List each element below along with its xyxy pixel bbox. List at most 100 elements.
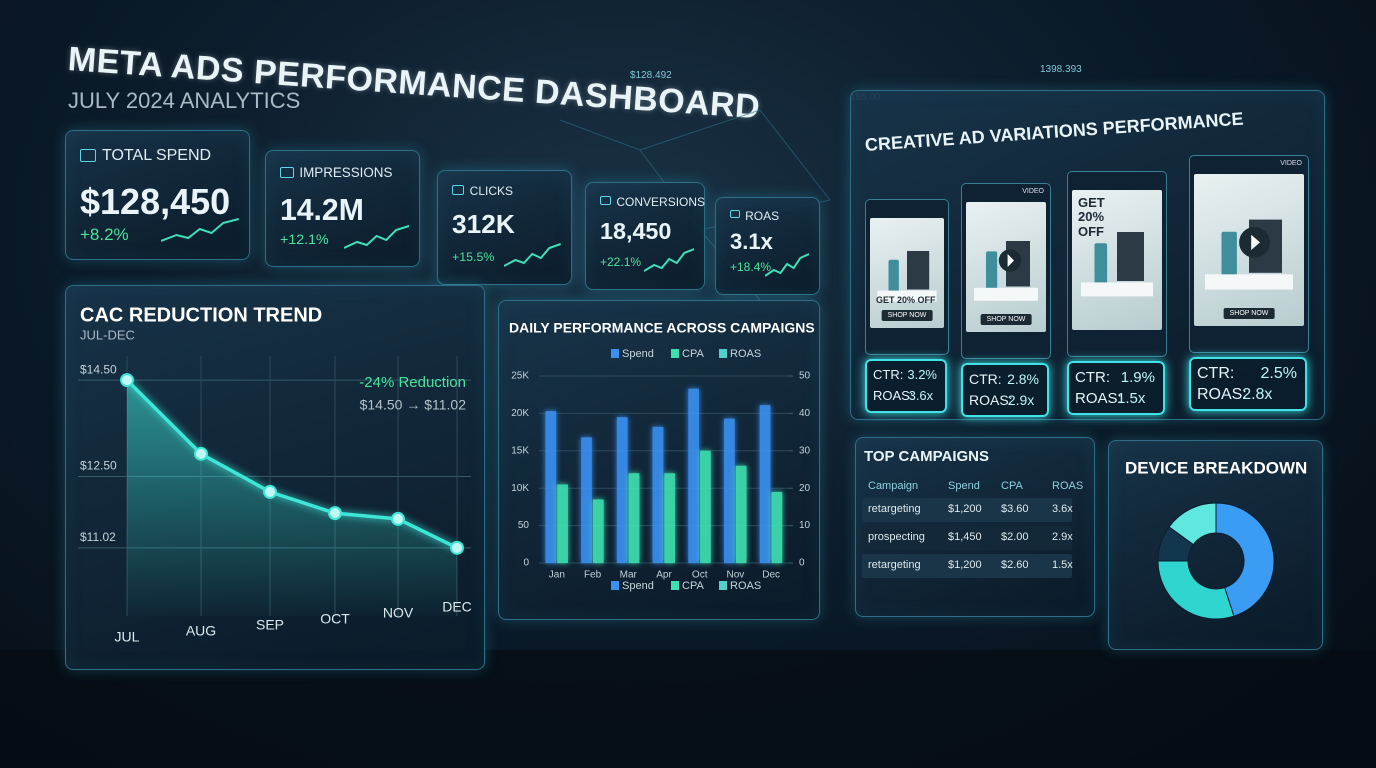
legend-label: Spend	[622, 580, 654, 592]
sparkline-line	[343, 225, 409, 249]
legend-swatch	[671, 581, 679, 590]
legend-label: CPA	[682, 348, 704, 360]
kpi-value: 14.2M	[280, 193, 364, 227]
table-row	[862, 526, 1072, 550]
chart-title: CAC REDUCTION TREND	[80, 304, 322, 326]
kpi-label: CLICKS	[469, 183, 514, 198]
table-header: CPA	[1001, 480, 1023, 492]
pedestal	[974, 287, 1038, 301]
y2-tick-label: 40	[799, 408, 811, 419]
kpi-label: CONVERSIONS	[616, 194, 706, 209]
y2-tick-label: 20	[799, 483, 811, 494]
kpi-icon	[80, 149, 96, 162]
x-tick-label: Mar	[620, 570, 638, 581]
y-tick-label: 20K	[511, 408, 529, 419]
pedestal	[1081, 282, 1153, 297]
ad-card: SHOP NOW VIDEO	[961, 183, 1051, 359]
network-line	[759, 109, 831, 201]
metric-box: CTR: 3.2% ROAS: 3.6x	[865, 359, 947, 413]
metric-label: ROAS:	[1197, 386, 1247, 403]
y2-tick-label: 50	[799, 371, 811, 382]
metric-label: ROAS:	[1075, 390, 1122, 407]
table-row	[862, 554, 1072, 578]
x-tick-label: Apr	[656, 570, 672, 581]
product-illustration	[1081, 232, 1153, 297]
kpi-card: ROAS 3.1x +18.4%	[715, 197, 820, 295]
table-row	[862, 498, 1072, 522]
legend-label: Spend	[622, 348, 654, 360]
chart-title: DEVICE BREAKDOWN	[1125, 458, 1307, 477]
metric-value: 2.8%	[1007, 371, 1039, 387]
bar	[557, 484, 568, 563]
ad-image: SHOP NOW	[966, 202, 1046, 332]
kpi-value: 18,450	[600, 217, 672, 244]
kpi-card: CONVERSIONS 18,450 +22.1%	[585, 182, 705, 290]
ad-card: GET 20% OFF	[1067, 171, 1167, 357]
table-cell: retargeting	[868, 559, 921, 571]
metric-box: CTR: 2.8% ROAS: 2.9x	[961, 363, 1049, 417]
bar	[628, 473, 640, 563]
metric-value: 2.8x	[1242, 386, 1273, 403]
bar	[616, 417, 628, 563]
x-tick-label: JUL	[115, 629, 140, 645]
ad-image: GET 20% OFF SHOP NOW	[870, 218, 944, 328]
chart-canvas: DAILY PERFORMANCE ACROSS CAMPAIGNS 0 50 10K…	[509, 320, 815, 592]
table-cell: $1,450	[948, 531, 982, 543]
annotation: -24% Reduction	[359, 374, 466, 391]
donut-slice	[1215, 502, 1275, 617]
bar	[771, 491, 783, 563]
data-point	[391, 511, 405, 526]
table-cell: $2.60	[1001, 559, 1029, 571]
sparkline	[161, 218, 239, 242]
legend-label: CPA	[682, 580, 704, 592]
bar	[545, 411, 557, 563]
metric-value: 2.9x	[1007, 392, 1035, 408]
network-line	[559, 119, 641, 151]
kpi-value: 312K	[452, 209, 515, 240]
y-tick-label: 0	[523, 558, 529, 569]
sparkline-line	[161, 218, 239, 242]
pedestal	[1205, 274, 1293, 290]
sparkline	[764, 253, 809, 277]
sparkline-line	[643, 248, 694, 272]
ad-image: GET 20% OFF	[1072, 190, 1162, 330]
table-cell: 1.5x	[1052, 559, 1073, 571]
daily-panel: DAILY PERFORMANCE ACROSS CAMPAIGNS 0 50 10K…	[498, 300, 820, 620]
x-tick-label: NOV	[383, 605, 414, 621]
kpi-card: IMPRESSIONS 14.2M +12.1%	[265, 150, 420, 267]
metric-value: 2.5%	[1260, 365, 1297, 382]
bottle	[1221, 231, 1237, 278]
floating-number: 1398.393	[1040, 64, 1082, 75]
table-cell: $1,200	[948, 503, 982, 515]
x-tick-label: Dec	[762, 570, 780, 581]
data-point	[328, 506, 342, 521]
legend-swatch	[611, 349, 619, 358]
bar	[688, 388, 699, 563]
sparkline	[504, 243, 561, 267]
bar	[759, 405, 771, 563]
y-tick-label: $14.50	[80, 362, 117, 376]
x-tick-label: Feb	[584, 570, 602, 581]
y-tick-label: $12.50	[80, 459, 117, 473]
kpi-icon	[280, 166, 294, 178]
promo-text: GET 20% OFF	[876, 295, 936, 305]
shop-button: SHOP NOW	[980, 314, 1032, 325]
dashboard-subtitle: JULY 2024 ANALYTICS	[68, 88, 301, 113]
kpi-label: ROAS	[745, 208, 780, 223]
table-cell: 3.6x	[1052, 503, 1073, 515]
metric-label: ROAS:	[873, 388, 914, 403]
annotation: $14.50 → $11.02	[360, 397, 467, 413]
table-header: Spend	[948, 480, 980, 492]
kpi-change: +22.1%	[600, 255, 642, 269]
bar	[700, 450, 711, 563]
metric-label: CTR:	[873, 367, 904, 382]
y-tick-label: 25K	[511, 371, 529, 382]
ad-card: SHOP NOW VIDEO	[1189, 155, 1309, 353]
bar	[652, 426, 664, 563]
kpi-icon	[452, 185, 465, 196]
shop-button: SHOP NOW	[1223, 308, 1275, 319]
bottle	[1094, 243, 1108, 286]
legend-swatch	[719, 349, 727, 358]
chart-subtitle: JUL-DEC	[80, 327, 135, 342]
